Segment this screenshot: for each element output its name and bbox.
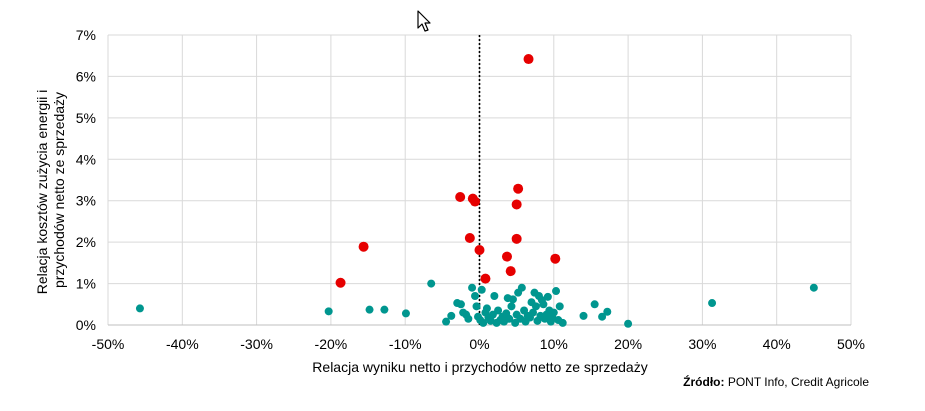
data-point-s0-63 [555, 302, 564, 311]
data-point-s1-7 [464, 233, 475, 243]
data-point-s1-0 [523, 54, 534, 65]
data-point-s0-27 [494, 306, 503, 315]
data-point-s0-64 [558, 318, 567, 327]
y-axis-title: Relacja kosztów zużycia energii i przych… [34, 86, 67, 295]
data-point-s0-46 [528, 308, 537, 317]
data-point-s0-1 [324, 307, 333, 316]
x-tick-labels: -50% -40% -30% -20% -10% 0% 10% 20% 30% 40% 50% [92, 336, 865, 352]
x-tick-label: 10% [540, 336, 568, 352]
data-point-s1-12 [505, 266, 516, 277]
data-point-s0-14 [471, 292, 480, 300]
data-point-s1-1 [455, 191, 466, 202]
y-tick-label: 1% [76, 276, 96, 292]
data-point-s0-6 [442, 317, 451, 326]
data-point-s0-48 [531, 302, 540, 311]
data-points [135, 54, 818, 328]
y-tick-labels: 0% 1% 2% 3% 4% 5% 6% 7% [76, 27, 96, 333]
data-point-s1-8 [358, 241, 369, 252]
y-tick-label: 2% [76, 234, 96, 250]
data-point-s1-11 [550, 253, 561, 264]
x-tick-label: 50% [837, 336, 865, 352]
x-tick-label: -40% [166, 336, 199, 352]
y-tick-label: 7% [76, 27, 96, 43]
data-point-s0-15 [472, 302, 481, 311]
mouse-cursor-icon [417, 10, 431, 32]
x-tick-label: 20% [614, 336, 642, 352]
data-point-s0-61 [552, 287, 561, 296]
x-tick-label: 40% [763, 336, 791, 352]
data-point-s1-9 [474, 245, 485, 256]
data-point-s0-18 [477, 285, 486, 294]
data-point-s0-56 [543, 292, 552, 301]
data-point-s0-66 [590, 300, 599, 309]
data-point-s0-3 [380, 305, 389, 314]
data-point-s0-13 [468, 283, 477, 292]
y-axis-title-line-1: Relacja kosztów zużycia energii i [34, 90, 50, 295]
data-point-s0-9 [456, 300, 465, 309]
source-label: Źródło: [683, 375, 725, 389]
data-point-s0-60 [549, 308, 558, 317]
y-tick-label: 4% [76, 151, 96, 167]
y-tick-label: 3% [76, 193, 96, 209]
x-tick-label: -50% [92, 336, 125, 352]
y-tick-label: 5% [76, 110, 96, 126]
data-point-s0-53 [539, 300, 548, 309]
data-point-s0-21 [482, 304, 491, 313]
data-point-s0-12 [464, 314, 473, 323]
x-tick-label: -20% [315, 336, 348, 352]
data-point-s1-3 [470, 196, 481, 207]
x-tick-label: -30% [240, 336, 273, 352]
data-point-s0-2 [365, 305, 374, 314]
data-point-s0-4 [401, 309, 410, 318]
data-point-s0-70 [708, 299, 717, 308]
data-point-s1-13 [480, 273, 491, 284]
data-point-s0-33 [505, 314, 514, 323]
x-tick-label: 0% [469, 336, 489, 352]
data-point-s0-25 [490, 292, 499, 300]
source-text: PONT Info, Credit Agricole [724, 375, 869, 389]
data-point-s1-4 [513, 183, 524, 194]
x-tick-label: 30% [688, 336, 716, 352]
data-point-s0-34 [507, 302, 516, 311]
data-point-s0-0 [135, 304, 144, 313]
data-point-s1-14 [335, 277, 346, 288]
data-point-s0-19 [479, 318, 488, 327]
data-point-s1-5 [511, 199, 522, 210]
data-point-s1-6 [511, 233, 522, 244]
data-point-s0-71 [809, 283, 818, 292]
x-axis-title: Relacja wyniku netto i przychodów netto … [312, 359, 647, 375]
y-tick-label: 6% [76, 68, 96, 84]
data-point-s0-67 [598, 312, 607, 321]
y-axis-title-line-2: przychodów netto ze sprzedaży [51, 92, 67, 288]
x-tick-label: -10% [389, 336, 422, 352]
data-point-s0-69 [624, 319, 633, 328]
data-point-s0-68 [603, 307, 612, 316]
data-point-s0-40 [517, 283, 526, 292]
data-point-s0-35 [508, 295, 517, 304]
data-point-s0-5 [427, 279, 436, 288]
y-tick-label: 0% [76, 317, 96, 333]
data-point-s0-7 [447, 311, 456, 320]
data-point-s0-65 [579, 311, 588, 320]
source-note: Źródło: PONT Info, Credit Agricole [683, 375, 869, 389]
data-point-s1-10 [501, 251, 512, 262]
